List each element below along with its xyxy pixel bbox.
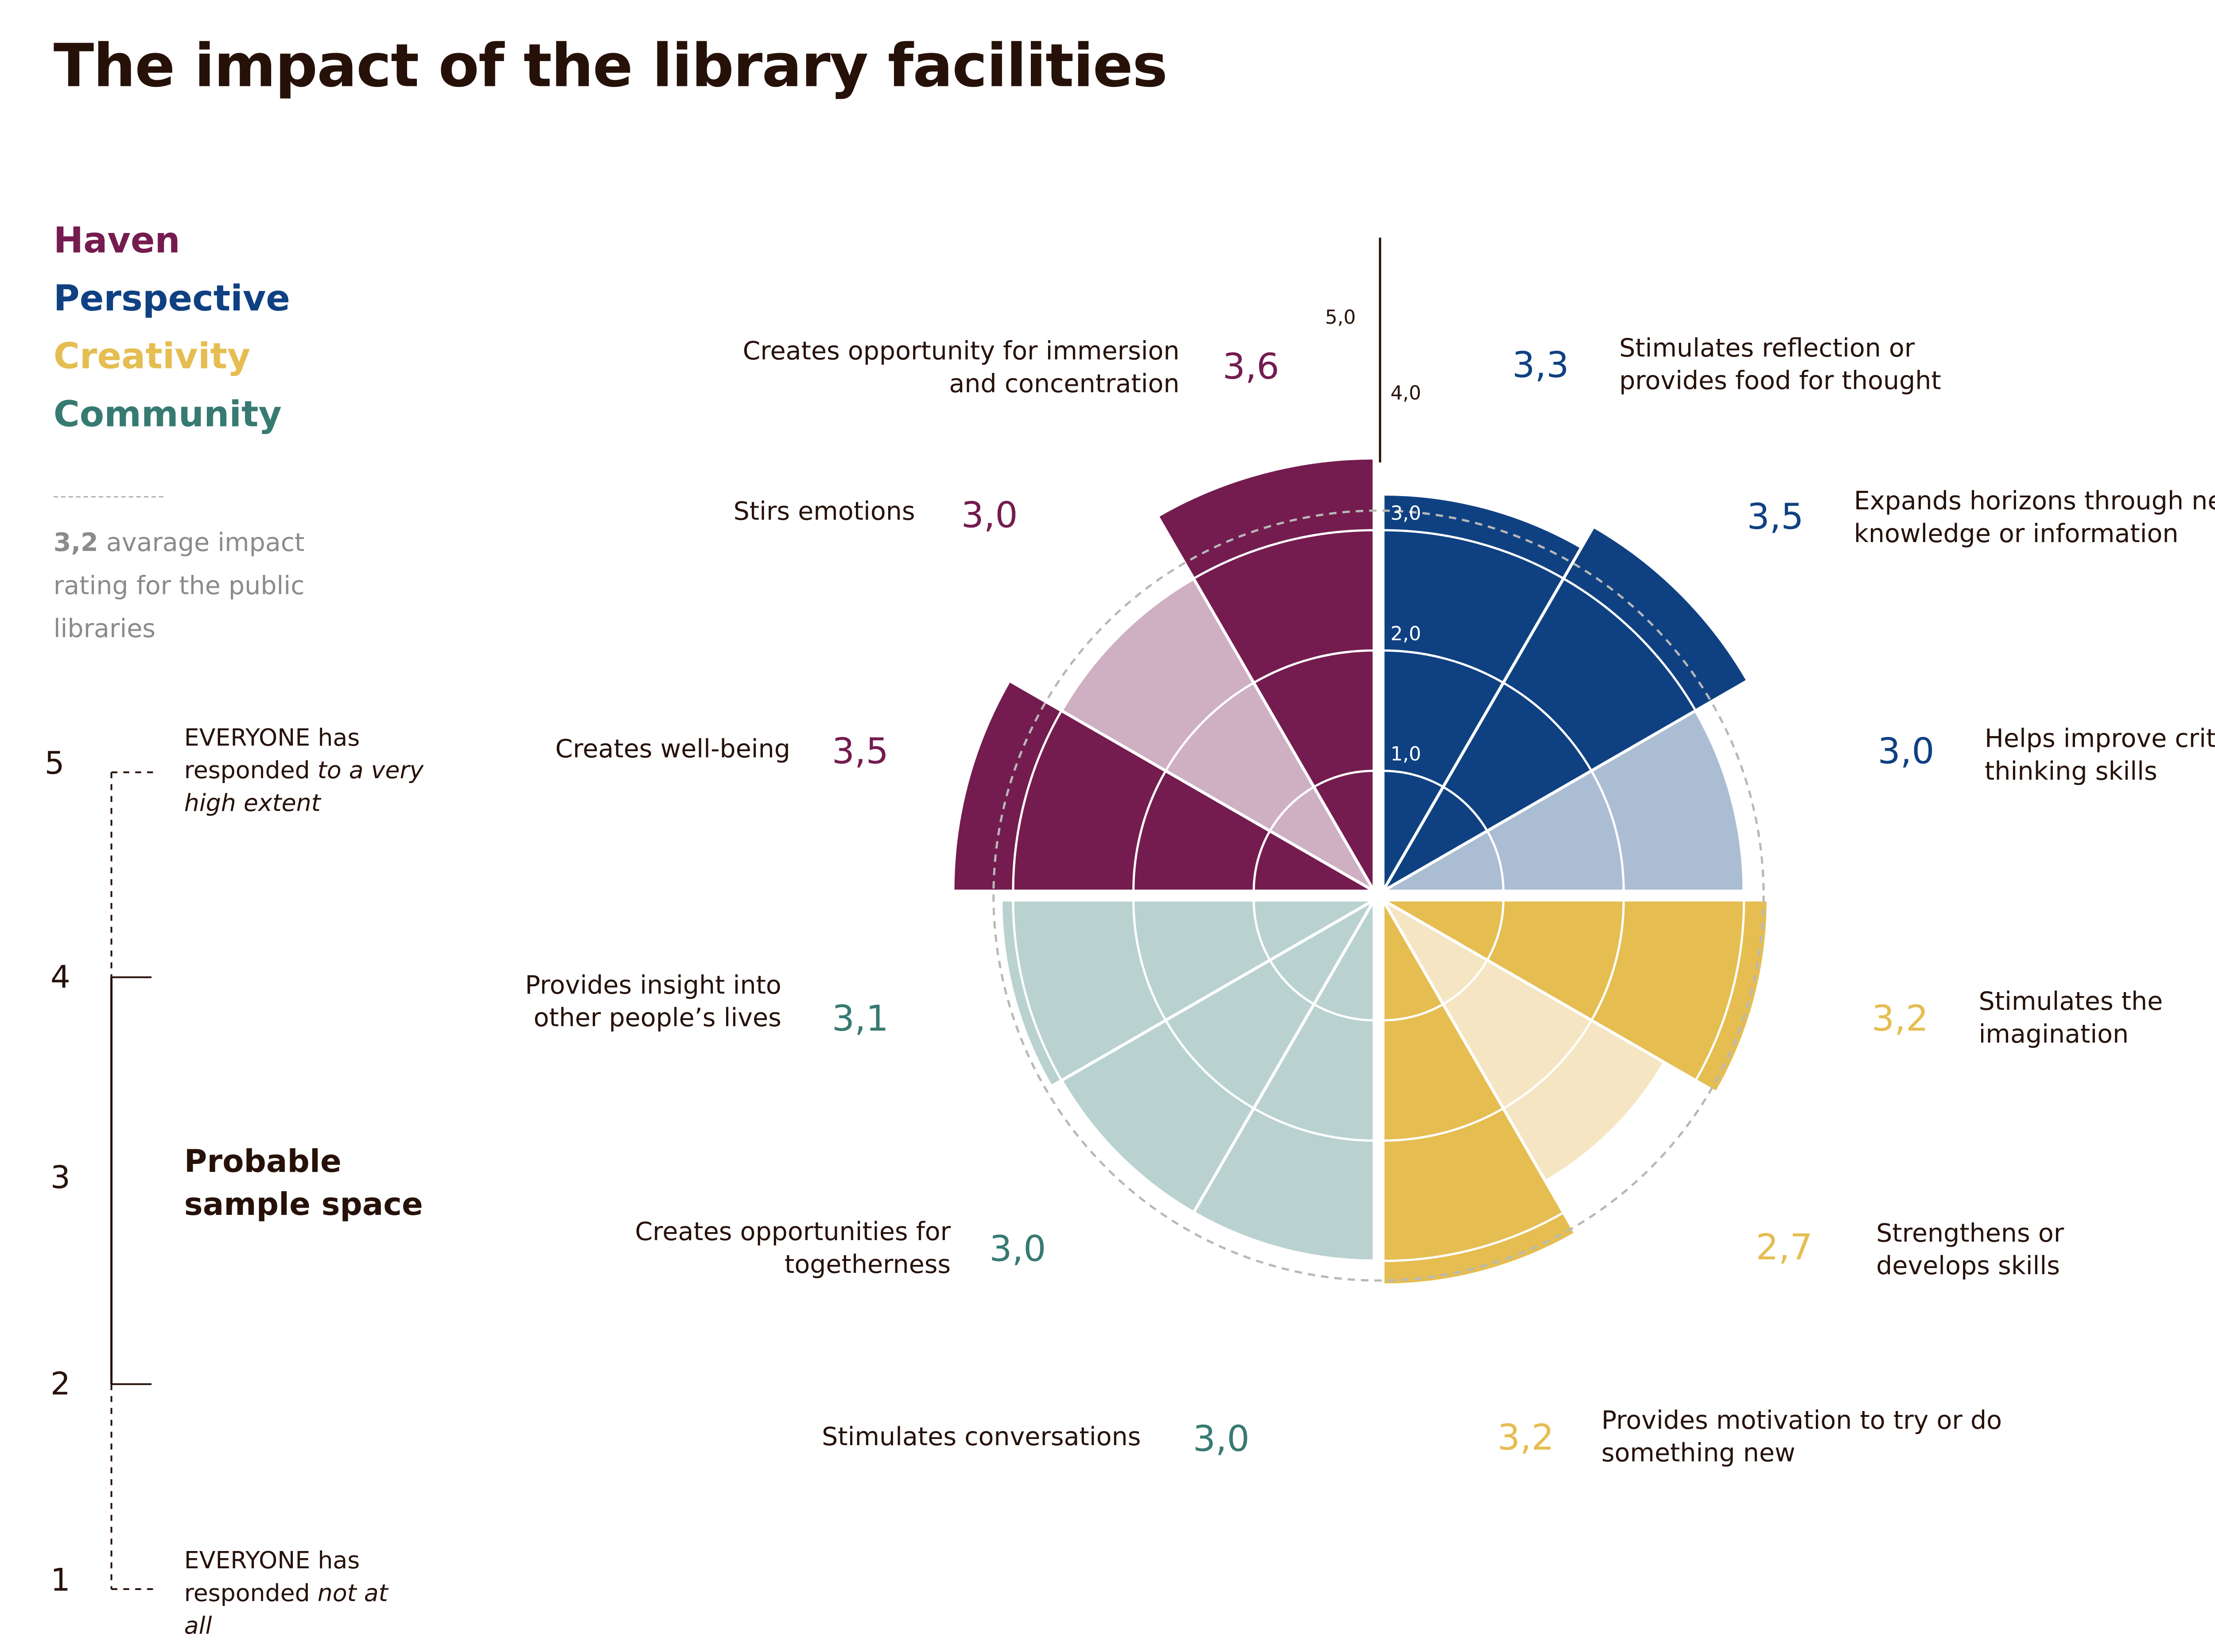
scale-bottom-italic: not at all xyxy=(184,1578,388,1640)
grid-ring-1 xyxy=(1252,900,1271,961)
scale-bracket xyxy=(110,771,155,1590)
grid-ring-2 xyxy=(1383,1107,1504,1142)
segment-value: 3,0 xyxy=(1877,730,1935,772)
sector-perspective-3 xyxy=(1377,708,1746,893)
segment-value: 3,0 xyxy=(961,494,1018,536)
grid-ring-1 xyxy=(1313,1003,1374,1022)
grid-ring-3 xyxy=(1563,578,1697,711)
segment-value: 3,5 xyxy=(1747,496,1804,538)
r-tick-label: 1,0 xyxy=(1391,743,1421,765)
scale-top-plain: EVERYONE has responded xyxy=(184,723,360,784)
grid-ring-2 xyxy=(1590,900,1625,1021)
scale-top-italic: to a very high extent xyxy=(184,756,424,817)
grid-ring-2 xyxy=(1503,1020,1593,1109)
segment-label: Stimulates conversations xyxy=(822,1423,1141,1453)
grid-ring-2 xyxy=(1590,770,1625,891)
segment-label: Creates well-being xyxy=(555,735,790,765)
legend-community: Community xyxy=(53,393,282,435)
segment-value: 3,2 xyxy=(1497,1417,1554,1458)
page-title: The impact of the library facilities xyxy=(53,32,1168,101)
segment-label: Stirs emotions xyxy=(733,497,915,527)
grid-ring-2 xyxy=(1132,900,1167,1021)
r-tick-label: 3,0 xyxy=(1391,503,1421,525)
grid-ring-1 xyxy=(1486,900,1505,961)
sector-creativity-3 xyxy=(1381,894,1578,1287)
segment-label: Stimulates the imagination xyxy=(1978,987,2163,1050)
sector-haven-1 xyxy=(951,679,1380,893)
grid-ring-1 xyxy=(1383,1003,1444,1022)
average-circle xyxy=(992,509,1765,1282)
average-note: 3,2 avarage impact rating for the public… xyxy=(54,523,351,652)
segment-label: Stimulates reflection or provides food f… xyxy=(1619,334,1941,397)
grid-ring-3 xyxy=(1694,900,1745,1081)
grid-ring-3 xyxy=(1012,710,1063,891)
segment-value: 3,0 xyxy=(1193,1418,1250,1460)
grid-ring-3 xyxy=(1383,529,1564,580)
grid-ring-3 xyxy=(1193,529,1374,580)
grid-ring-2 xyxy=(1503,682,1593,772)
segment-label: Provides insight into other people’s liv… xyxy=(525,971,781,1034)
r-tick-label: 5,0 xyxy=(1325,306,1356,329)
scale-number-4: 4 xyxy=(51,959,70,995)
grid-ring-1 xyxy=(1383,769,1444,788)
segment-label: Expands horizons through new knowledge o… xyxy=(1854,487,2215,550)
scale-number-1: 1 xyxy=(51,1562,70,1598)
segment-value: 2,7 xyxy=(1756,1226,1813,1268)
segment-value: 3,0 xyxy=(989,1228,1046,1270)
sector-community-2 xyxy=(1059,896,1378,1215)
chart-sectors xyxy=(951,456,1770,1287)
segment-label: Helps improve critical thinking skills xyxy=(1985,725,2215,787)
segment-label: Creates opportunity for immersion and co… xyxy=(742,337,1180,400)
grid-ring-2 xyxy=(1132,770,1167,891)
segment-value: 3,2 xyxy=(1872,998,1929,1040)
grid-ring-3 xyxy=(1383,1211,1564,1262)
grid-ring-3 xyxy=(1012,900,1063,1081)
grid-ring-2 xyxy=(1383,649,1504,684)
r-tick-label: 4,0 xyxy=(1391,382,1421,404)
scale-top-description: EVERYONE has responded to a very high ex… xyxy=(184,722,437,820)
scale-bottom-plain: EVERYONE has responded xyxy=(184,1546,360,1607)
scale-number-3: 3 xyxy=(51,1160,70,1196)
sector-perspective-2 xyxy=(1379,524,1750,896)
chart-grid xyxy=(992,509,1765,1282)
segment-label: Strengthens or develops skills xyxy=(1876,1219,2064,1282)
sector-haven-2 xyxy=(1059,576,1378,896)
scale-number-2: 2 xyxy=(51,1366,70,1402)
grid-ring-1 xyxy=(1486,830,1505,891)
scale-number-5: 5 xyxy=(44,745,65,781)
grid-ring-2 xyxy=(1165,682,1255,772)
grid-ring-1 xyxy=(1313,769,1374,788)
grid-ring-1 xyxy=(1269,959,1315,1005)
segment-value: 3,5 xyxy=(832,730,889,772)
grid-ring-1 xyxy=(1269,786,1315,832)
grid-ring-2 xyxy=(1253,649,1374,684)
legend-haven: Haven xyxy=(53,220,180,262)
segment-value: 3,1 xyxy=(832,998,889,1040)
sector-community-1 xyxy=(1191,894,1376,1263)
sector-perspective-1 xyxy=(1381,492,1584,897)
legend-perspective: Perspective xyxy=(53,278,290,319)
grid-ring-2 xyxy=(1165,1020,1255,1109)
grid-ring-1 xyxy=(1442,959,1488,1005)
sector-creativity-2 xyxy=(1379,896,1667,1183)
chart-axis: 1,0 2,0 3,0 4,0 5,0 xyxy=(1325,237,1421,765)
grid-ring-2 xyxy=(1253,1107,1374,1142)
segment-value: 3,3 xyxy=(1512,344,1569,386)
grid-ring-1 xyxy=(1252,830,1271,891)
average-line-sample xyxy=(53,496,163,498)
r-tick-label: 2,0 xyxy=(1391,623,1421,645)
average-text: avarage impact rating for the public lib… xyxy=(53,528,305,645)
segment-label: Provides motivation to try or do somethi… xyxy=(1601,1406,2002,1469)
average-value: 3,2 xyxy=(53,528,98,558)
scale-bottom-description: EVERYONE has responded not at all xyxy=(184,1544,407,1642)
probable-sample-space-label: Probable sample space xyxy=(184,1144,423,1222)
sector-community-3 xyxy=(999,898,1380,1089)
legend-creativity: Creativity xyxy=(53,335,251,377)
grid-ring-1 xyxy=(1442,786,1488,832)
sector-creativity-1 xyxy=(1377,898,1770,1095)
segment-value: 3,6 xyxy=(1222,346,1279,388)
segment-label: Creates opportunities for togetherness xyxy=(635,1218,951,1280)
